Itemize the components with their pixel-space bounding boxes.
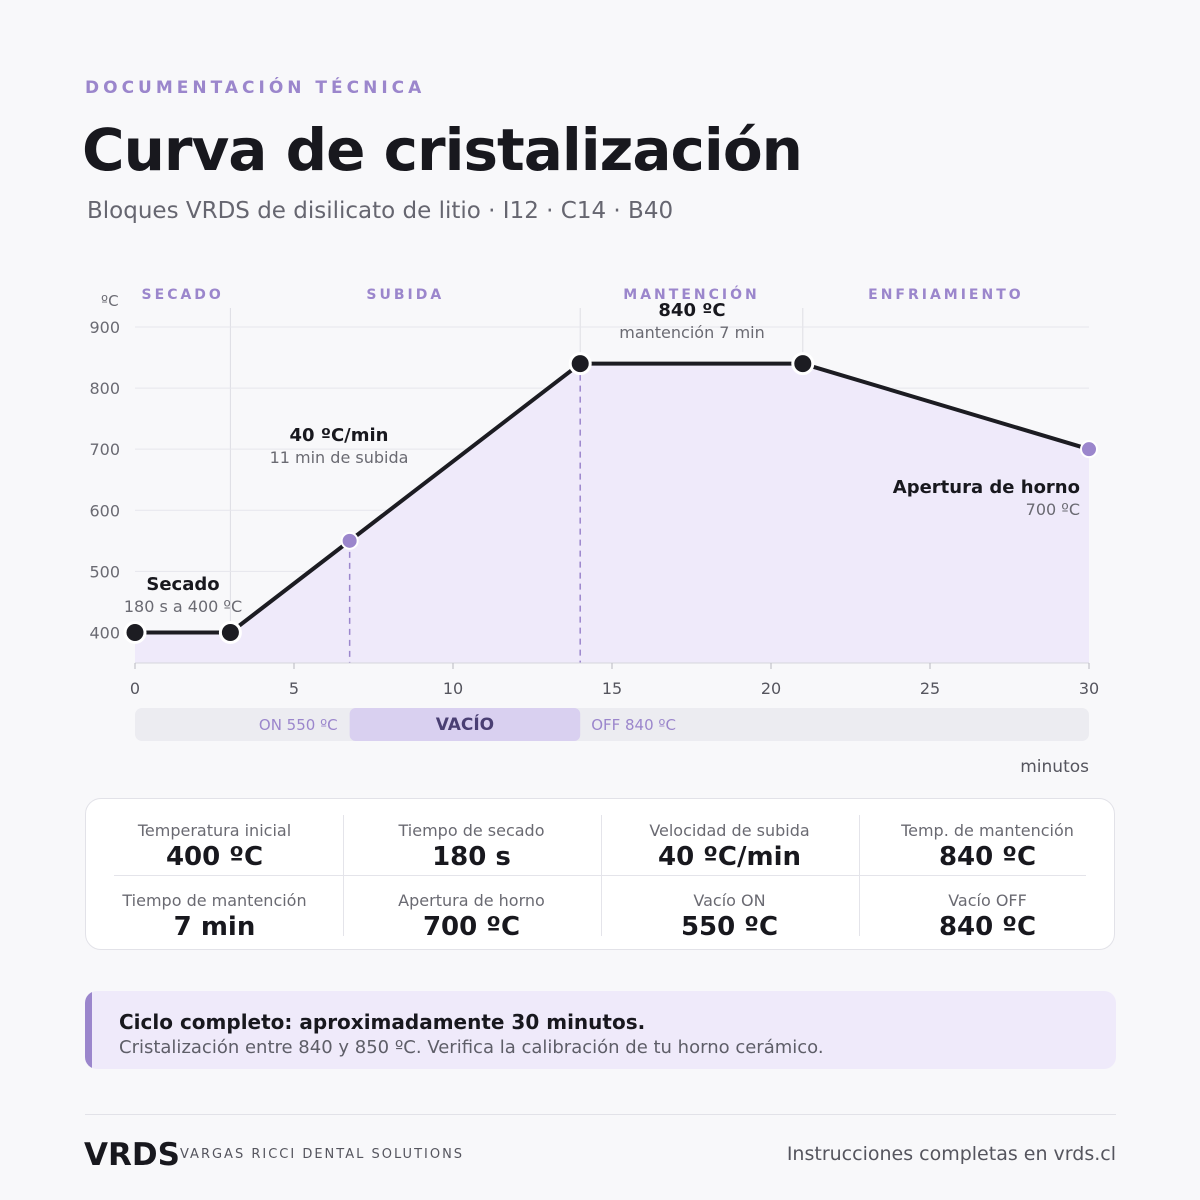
annotation-text: 700 ºC (1026, 500, 1080, 519)
y-tick-label: 800 (89, 379, 120, 398)
data-point (123, 620, 147, 644)
annotation-title: Secado (146, 574, 219, 595)
data-point (791, 352, 815, 376)
annotation-title: Apertura de horno (893, 477, 1080, 498)
page-title: Curva de cristalización (82, 116, 803, 184)
annotation-text: mantención 7 min (619, 323, 764, 342)
stat-furnace-opening: Apertura de horno 700 ºC (343, 891, 600, 942)
stat-vacuum-off: Vacío OFF 840 ºC (859, 891, 1116, 942)
phase-label: SECADO (142, 287, 224, 303)
stat-drying-time: Tiempo de secado 180 s (343, 821, 600, 872)
stat-hold-temperature: Temp. de mantención 840 ºC (859, 821, 1116, 872)
eyebrow-label: DOCUMENTACIÓN TÉCNICA (85, 78, 426, 98)
annotation-text: 11 min de subida (270, 448, 409, 467)
stat-hold-time: Tiempo de mantención 7 min (86, 891, 343, 942)
vacuum-band (349, 708, 581, 741)
stat-value: 700 ºC (422, 912, 521, 942)
stat-label: Vacío OFF (948, 891, 1027, 910)
footer-link-text[interactable]: Instrucciones completas en vrds.cl (786, 1143, 1116, 1165)
crystallization-chart: SECADO SUBIDA MANTENCIÓN ENFRIAMIENTO Secad… (89, 285, 1099, 777)
stat-label: Tiempo de mantención (122, 891, 307, 910)
note-accent-bar (85, 991, 92, 1069)
note-title: Ciclo completo: aproximadamente 30 minut… (119, 1010, 646, 1034)
y-axis-unit: ºC (101, 292, 119, 310)
phase-label: SUBIDA (366, 287, 444, 303)
stat-label: Velocidad de subida (649, 821, 810, 840)
footer-divider (85, 1114, 1116, 1115)
stat-value: 840 ºC (938, 842, 1037, 872)
stat-label: Apertura de horno (398, 891, 545, 910)
x-tick-label: 0 (130, 679, 140, 698)
brand-subtitle: VARGAS RICCI DENTAL SOLUTIONS (180, 1147, 465, 1162)
x-tick-label: 10 (443, 679, 463, 698)
x-tick-label: 15 (602, 679, 622, 698)
note-text: Cristalización entre 840 y 850 ºC. Verif… (119, 1037, 824, 1058)
phase-label: MANTENCIÓN (623, 285, 759, 303)
stat-label: Temp. de mantención (901, 821, 1074, 840)
data-point (568, 352, 592, 376)
stat-label: Vacío ON (693, 891, 766, 910)
stat-initial-temperature: Temperatura inicial 400 ºC (86, 821, 343, 872)
phase-label: ENFRIAMIENTO (868, 287, 1024, 303)
y-tick-label: 500 (89, 562, 120, 581)
y-tick-label: 900 (89, 318, 120, 337)
y-tick-label: 600 (89, 501, 120, 520)
stat-heating-rate: Velocidad de subida 40 ºC/min (601, 821, 858, 872)
annotation-title: 40 ºC/min (290, 425, 389, 446)
vacuum-off-label: OFF 840 ºC (591, 716, 676, 734)
curve-area-fill (135, 363, 1089, 663)
x-tick-label: 5 (289, 679, 299, 698)
x-tick-label: 30 (1079, 679, 1099, 698)
data-point (218, 620, 242, 644)
y-tick-label: 400 (89, 623, 120, 642)
vacuum-label: VACÍO (436, 713, 494, 735)
annotation-title: 840 ºC (658, 300, 725, 321)
stat-value: 840 ºC (938, 912, 1037, 942)
stat-label: Tiempo de secado (398, 821, 545, 840)
stat-value: 7 min (173, 912, 256, 942)
annotation-text: 180 s a 400 ºC (124, 597, 242, 616)
stat-value: 180 s (432, 842, 511, 872)
stat-label: Temperatura inicial (137, 821, 292, 840)
brand-logo: VRDS (84, 1137, 180, 1173)
cycle-note: Ciclo completo: aproximadamente 30 minut… (85, 991, 1116, 1069)
stat-value: 550 ºC (680, 912, 779, 942)
x-tick-label: 20 (761, 679, 781, 698)
y-tick-label: 700 (89, 440, 120, 459)
vacuum-on-label: ON 550 ºC (259, 716, 338, 734)
stat-vacuum-on: Vacío ON 550 ºC (601, 891, 858, 942)
stat-value: 400 ºC (165, 842, 264, 872)
parameters-panel: Temperatura inicial 400 ºC Tiempo de sec… (85, 798, 1115, 950)
x-axis-label: minutos (1020, 757, 1089, 777)
data-point-accent (1080, 440, 1098, 459)
page-subtitle: Bloques VRDS de disilicato de litio · I1… (87, 198, 674, 224)
stat-value: 40 ºC/min (658, 842, 801, 872)
x-tick-label: 25 (920, 679, 940, 698)
data-point-accent (340, 531, 359, 550)
